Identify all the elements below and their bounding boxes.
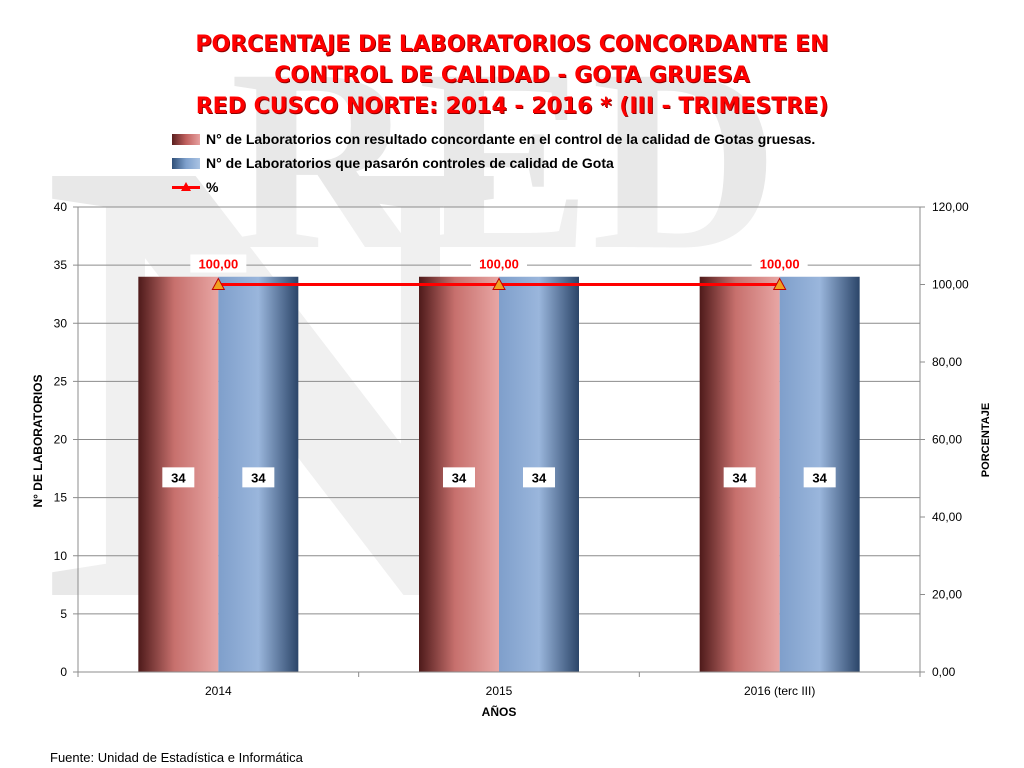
watermark-logo: RED: [230, 16, 779, 304]
y-tick-label: 40: [54, 200, 68, 214]
legend-label-concordant: N° de Laboratorios con resultado concord…: [206, 131, 816, 147]
x-axis-label: AÑOS: [482, 704, 517, 719]
data-label: 34: [812, 470, 827, 485]
legend-swatch-red-bar: [172, 133, 200, 145]
y-tick-label: 35: [54, 258, 68, 272]
percent-marker: [492, 277, 506, 290]
percent-label-box: [471, 254, 527, 273]
legend-item-percent: %: [172, 177, 218, 197]
y-tick-label: 25: [54, 374, 68, 388]
data-label-box: [443, 467, 475, 488]
y-tick-label: 0: [60, 665, 67, 679]
x-tick-label: 2015: [486, 684, 513, 698]
data-label: 34: [251, 470, 266, 485]
y-tick-label: 30: [54, 316, 68, 330]
data-label-box: [803, 467, 836, 488]
y2-tick-label: 100,00: [932, 278, 969, 292]
y-tick-label: 10: [54, 549, 68, 563]
percent-label: 100,00: [479, 257, 519, 272]
data-label: 34: [452, 470, 467, 485]
y2-tick-label: 0,00: [932, 665, 956, 679]
chart-title-line-1: PORCENTAJE DE LABORATORIOS CONCORDANTE E…: [195, 32, 829, 57]
y2-tick-label: 60,00: [932, 433, 962, 447]
percent-label: 100,00: [760, 257, 800, 272]
legend-label-passed: N° de Laboratorios que pasarón controles…: [206, 155, 614, 171]
legend-label-percent: %: [206, 179, 219, 195]
y2-tick-label: 120,00: [932, 200, 969, 214]
data-label: 34: [732, 470, 747, 485]
data-label-box: [723, 467, 756, 488]
chart-title-line-3: RED CUSCO NORTE: 2014 - 2016 * (III - TR…: [195, 94, 829, 119]
y-tick-label: 15: [54, 491, 68, 505]
percent-label-box: [190, 254, 247, 273]
legend-item-concordant: N° de Laboratorios con resultado concord…: [172, 129, 815, 149]
data-label-box: [162, 467, 195, 488]
y-tick-label: 20: [54, 433, 68, 447]
y2-tick-label: 20,00: [932, 588, 962, 602]
percent-label-box: [751, 254, 808, 273]
data-label: 34: [171, 470, 186, 485]
percent-marker: [772, 277, 787, 290]
legend-swatch-blue-bar: [172, 157, 200, 169]
percent-marker: [211, 277, 226, 290]
y2-axis-label: PORCENTAJE: [980, 403, 992, 477]
data-label: 34: [532, 470, 547, 485]
y-tick-label: 5: [60, 607, 67, 621]
y2-tick-label: 40,00: [932, 510, 962, 524]
y-axis-label: N° DE LABORATORIOS: [31, 374, 45, 507]
legend-swatch-line-triangle-icon: [172, 181, 200, 193]
x-tick-label: 2014: [205, 684, 232, 698]
data-label-box: [242, 467, 275, 488]
legend-item-passed: N° de Laboratorios que pasarón controles…: [172, 153, 614, 173]
percent-label: 100,00: [198, 257, 238, 272]
chart-title-line-2: CONTROL DE CALIDAD - GOTA GRUESA: [274, 63, 750, 88]
source-note: Fuente: Unidad de Estadística e Informát…: [50, 750, 303, 765]
y2-tick-label: 80,00: [932, 355, 962, 369]
data-label-box: [523, 467, 555, 488]
x-tick-label: 2016 (terc III): [744, 684, 815, 698]
